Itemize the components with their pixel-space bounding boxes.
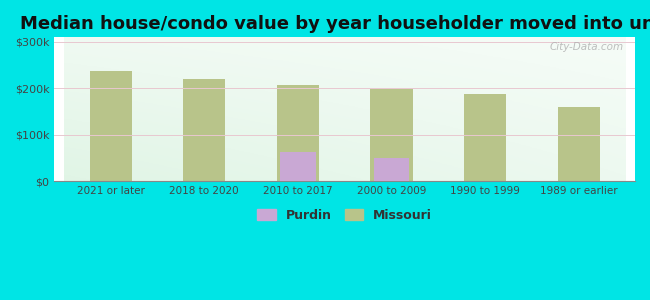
Text: City-Data.com: City-Data.com (549, 42, 623, 52)
Bar (280, 152, 316, 181)
Bar (277, 85, 319, 181)
Title: Median house/condo value by year householder moved into unit: Median house/condo value by year househo… (20, 15, 650, 33)
Bar (370, 89, 413, 181)
Legend: Purdin, Missouri: Purdin, Missouri (252, 204, 437, 226)
Bar (183, 79, 226, 181)
Bar (374, 158, 410, 181)
Bar (464, 94, 506, 181)
Bar (90, 71, 132, 181)
Bar (558, 107, 600, 181)
